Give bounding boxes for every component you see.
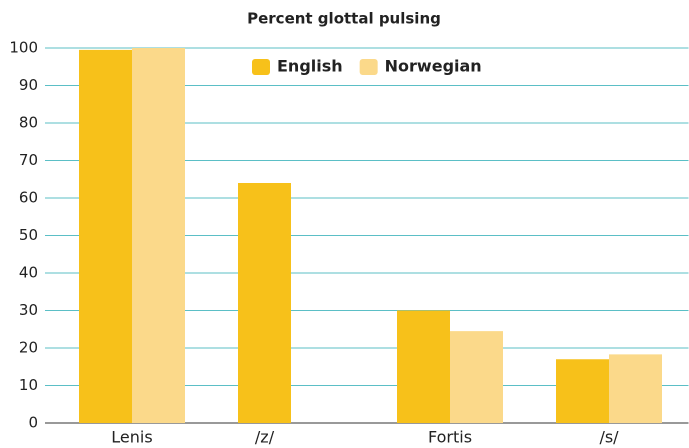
y-tick-label: 60 <box>19 189 38 207</box>
y-tick-label: 50 <box>19 226 38 244</box>
bar <box>450 331 503 423</box>
bar <box>397 310 450 423</box>
legend-swatch <box>252 59 270 75</box>
x-tick-label: Lenis <box>111 428 152 447</box>
y-tick-label: 100 <box>9 39 38 57</box>
legend-label: Norwegian <box>385 57 482 76</box>
x-tick-label: /z/ <box>255 428 275 447</box>
y-tick-label: 70 <box>19 151 38 169</box>
y-tick-label: 10 <box>19 376 38 394</box>
bar <box>556 359 609 423</box>
x-tick-label: Fortis <box>428 428 472 447</box>
y-tick-label: 80 <box>19 114 38 132</box>
chart-title: Percent glottal pulsing <box>247 10 441 28</box>
legend-label: English <box>277 57 343 76</box>
y-tick-label: 20 <box>19 339 38 357</box>
y-tick-label: 0 <box>28 414 38 432</box>
y-tick-label: 90 <box>19 76 38 94</box>
y-tick-label: 40 <box>19 264 38 282</box>
bar <box>609 354 662 423</box>
legend-swatch <box>359 59 378 75</box>
y-tick-label: 30 <box>19 301 38 319</box>
bar <box>79 49 132 423</box>
bar <box>132 48 185 423</box>
x-tick-label: /s/ <box>599 428 619 447</box>
bar <box>238 183 291 423</box>
